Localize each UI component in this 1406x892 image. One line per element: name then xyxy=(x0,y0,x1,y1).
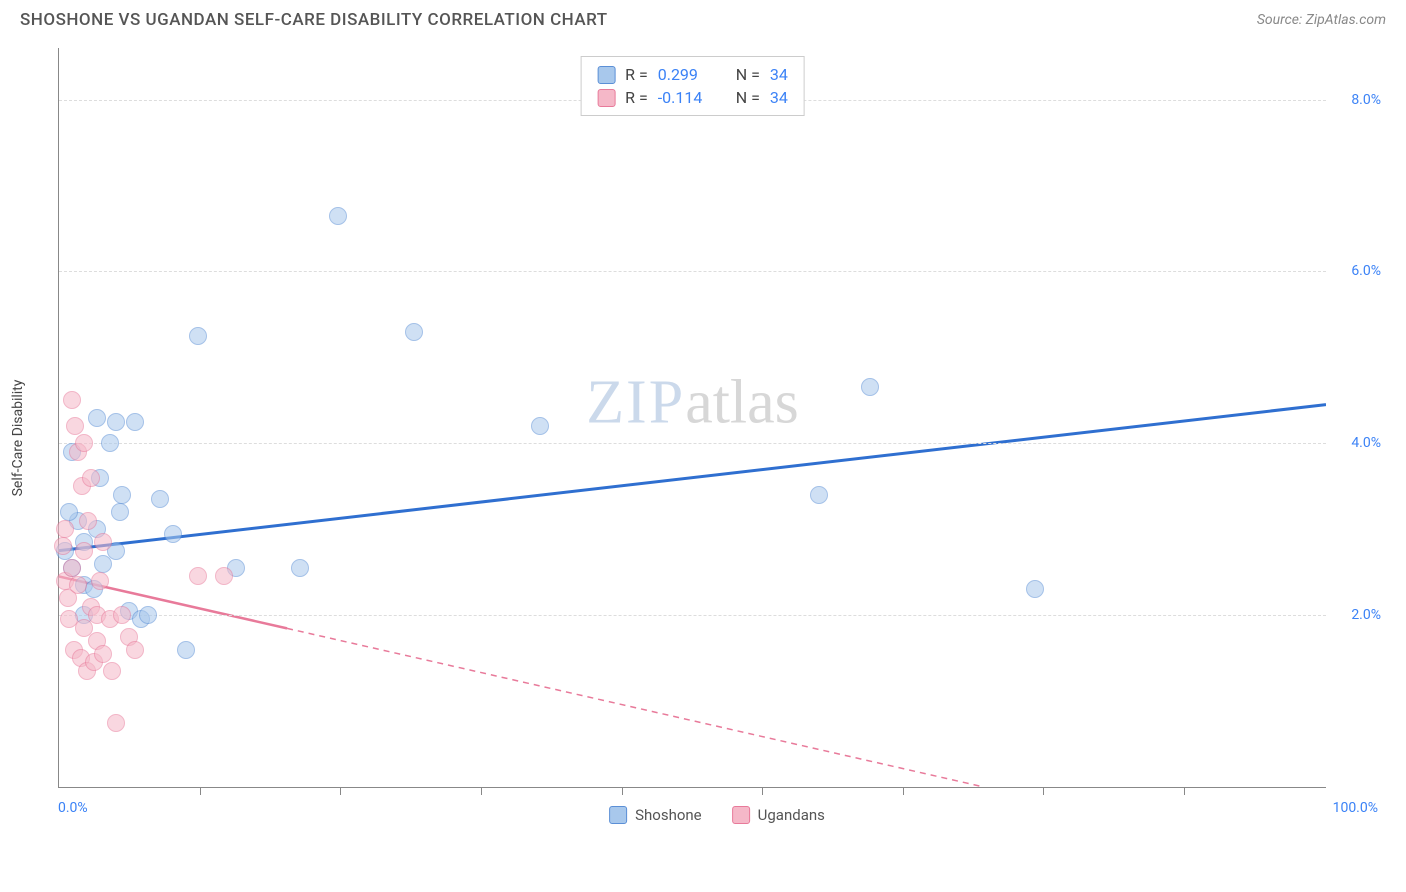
series-swatch xyxy=(597,66,615,84)
data-point xyxy=(189,567,207,585)
data-point xyxy=(54,537,72,555)
legend-swatch xyxy=(732,806,750,824)
y-tick-label: 6.0% xyxy=(1351,263,1381,279)
stat-row: R = -0.114 N = 34 xyxy=(581,86,804,109)
data-point xyxy=(1026,580,1044,598)
data-point xyxy=(189,327,207,345)
gridline xyxy=(59,271,1326,272)
y-tick-label: 4.0% xyxy=(1351,435,1381,451)
legend-swatch xyxy=(609,806,627,824)
x-tick xyxy=(340,787,341,795)
x-tick xyxy=(481,787,482,795)
x-axis-max-label: 100.0% xyxy=(1333,800,1378,816)
watermark: ZIPatlas xyxy=(586,367,799,438)
data-point xyxy=(126,413,144,431)
trend-line-extrapolated xyxy=(287,628,984,787)
n-value: 34 xyxy=(770,65,788,84)
x-tick xyxy=(200,787,201,795)
data-point xyxy=(329,207,347,225)
data-point xyxy=(405,323,423,341)
legend-item: Ugandans xyxy=(732,806,825,824)
chart-title: SHOSHONE VS UGANDAN SELF-CARE DISABILITY… xyxy=(20,10,608,30)
n-label: N = xyxy=(736,88,760,107)
trend-line xyxy=(59,405,1326,551)
data-point xyxy=(94,533,112,551)
data-point xyxy=(861,378,879,396)
data-point xyxy=(107,714,125,732)
data-point xyxy=(111,503,129,521)
data-point xyxy=(56,520,74,538)
data-point xyxy=(126,641,144,659)
r-label: R = xyxy=(625,65,648,84)
data-point xyxy=(177,641,195,659)
data-point xyxy=(60,503,78,521)
gridline xyxy=(59,443,1326,444)
data-point xyxy=(75,542,93,560)
data-point xyxy=(215,567,233,585)
legend-label: Ugandans xyxy=(758,806,825,824)
n-value: 34 xyxy=(770,88,788,107)
data-point xyxy=(91,572,109,590)
x-tick xyxy=(622,787,623,795)
x-tick xyxy=(1043,787,1044,795)
x-tick xyxy=(1184,787,1185,795)
data-point xyxy=(113,486,131,504)
data-point xyxy=(113,606,131,624)
data-point xyxy=(531,417,549,435)
legend-label: Shoshone xyxy=(635,806,702,824)
r-value: 0.299 xyxy=(658,65,718,84)
gridline xyxy=(59,615,1326,616)
data-point xyxy=(75,434,93,452)
data-point xyxy=(79,512,97,530)
n-label: N = xyxy=(736,65,760,84)
data-point xyxy=(69,576,87,594)
data-point xyxy=(151,490,169,508)
data-point xyxy=(101,434,119,452)
data-point xyxy=(107,413,125,431)
data-point xyxy=(164,525,182,543)
x-tick xyxy=(903,787,904,795)
r-label: R = xyxy=(625,88,648,107)
stat-row: R = 0.299 N = 34 xyxy=(581,63,804,86)
series-swatch xyxy=(597,89,615,107)
data-point xyxy=(810,486,828,504)
legend: Shoshone Ugandans xyxy=(609,806,825,824)
source-attribution: Source: ZipAtlas.com xyxy=(1257,12,1386,28)
data-point xyxy=(66,417,84,435)
x-tick xyxy=(762,787,763,795)
y-axis-label: Self-Care Disability xyxy=(10,380,26,497)
r-value: -0.114 xyxy=(658,88,718,107)
chart-container: Self-Care Disability ZIPatlas R =0.299N … xyxy=(48,38,1386,838)
data-point xyxy=(291,559,309,577)
trend-lines xyxy=(59,48,1326,787)
y-tick-label: 8.0% xyxy=(1351,92,1381,108)
legend-item: Shoshone xyxy=(609,806,702,824)
data-point xyxy=(63,391,81,409)
header: SHOSHONE VS UGANDAN SELF-CARE DISABILITY… xyxy=(0,0,1406,38)
data-point xyxy=(63,559,81,577)
data-point xyxy=(94,645,112,663)
plot-area: ZIPatlas R =0.299N =34R =-0.114N =34 2.0… xyxy=(58,48,1326,788)
correlation-stats-box: R = 0.299 N = 34 R = -0.114 N = 34 xyxy=(580,56,805,116)
data-point xyxy=(139,606,157,624)
data-point xyxy=(82,469,100,487)
data-point xyxy=(88,409,106,427)
y-tick-label: 2.0% xyxy=(1351,607,1381,623)
x-axis-min-label: 0.0% xyxy=(58,800,88,816)
data-point xyxy=(103,662,121,680)
